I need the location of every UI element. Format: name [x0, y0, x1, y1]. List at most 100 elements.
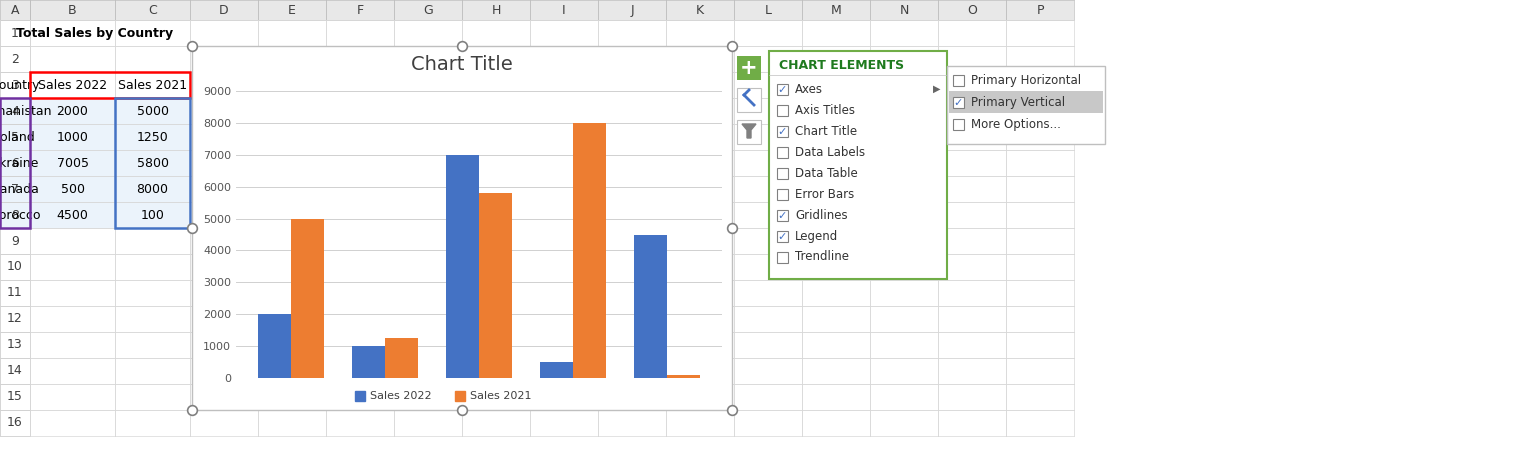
Bar [530, 410, 598, 436]
Bar [734, 410, 802, 436]
Bar [190, 124, 258, 150]
Bar [190, 410, 258, 436]
Bar [530, 280, 598, 306]
Bar [802, 176, 869, 202]
Bar [31, 306, 115, 332]
Bar [869, 176, 938, 202]
Bar [326, 332, 395, 358]
Bar [777, 231, 788, 242]
Bar [598, 176, 667, 202]
Bar [0, 332, 31, 358]
Bar [530, 0, 598, 20]
Bar [734, 306, 802, 332]
Bar [192, 46, 733, 410]
Bar [938, 72, 1006, 98]
Bar [938, 306, 1006, 332]
Bar [258, 410, 326, 436]
Bar [1006, 202, 1074, 228]
Text: Poland: Poland [0, 130, 35, 144]
Bar [190, 0, 258, 20]
Bar [258, 358, 326, 384]
Text: Canada: Canada [0, 182, 38, 195]
Text: 2: 2 [11, 53, 18, 65]
Bar [777, 126, 788, 137]
Text: Gridlines: Gridlines [796, 209, 848, 221]
Bar [326, 150, 395, 176]
Bar [777, 168, 788, 179]
Bar [31, 254, 115, 280]
Bar [115, 202, 190, 228]
Bar [0, 358, 31, 384]
Bar [802, 46, 869, 72]
Bar [777, 105, 788, 116]
Bar [31, 176, 115, 202]
Bar [598, 72, 667, 98]
Bar [734, 332, 802, 358]
Bar [326, 254, 395, 280]
Bar [598, 306, 667, 332]
Text: Sales 2022: Sales 2022 [38, 79, 108, 91]
Text: Trendline: Trendline [796, 250, 849, 264]
Bar [952, 119, 965, 130]
Bar [667, 176, 734, 202]
Text: E: E [289, 3, 296, 17]
Text: F: F [356, 3, 364, 17]
Bar [115, 0, 190, 20]
Bar [0, 384, 31, 410]
Bar [0, 98, 31, 228]
Text: Error Bars: Error Bars [796, 188, 854, 201]
Text: ✓: ✓ [777, 231, 786, 241]
Bar [667, 384, 734, 410]
Bar [258, 314, 290, 378]
Bar [938, 150, 1006, 176]
Bar [0, 0, 31, 20]
Bar [395, 228, 462, 254]
Bar [395, 358, 462, 384]
Text: M: M [831, 3, 842, 17]
Text: Chart Title: Chart Title [796, 125, 857, 137]
Bar [115, 306, 190, 332]
Bar [462, 0, 530, 20]
Bar [115, 20, 190, 46]
Bar [938, 46, 1006, 72]
Bar [777, 231, 788, 242]
Text: Sales 2022: Sales 2022 [370, 391, 432, 401]
Bar [462, 228, 530, 254]
Bar [938, 124, 1006, 150]
Text: Total Sales by Country: Total Sales by Country [17, 27, 174, 39]
Bar [326, 410, 395, 436]
Text: CHART ELEMENTS: CHART ELEMENTS [779, 58, 905, 72]
Bar [0, 150, 31, 176]
Bar [326, 384, 395, 410]
Bar [770, 51, 948, 279]
Text: Chart Title: Chart Title [412, 55, 513, 73]
Text: +: + [740, 58, 757, 78]
Bar [31, 410, 115, 436]
Text: P: P [1037, 3, 1044, 17]
Bar [802, 124, 869, 150]
Bar [258, 20, 326, 46]
Bar [0, 20, 31, 46]
Bar [0, 202, 31, 228]
Bar [869, 384, 938, 410]
Bar [31, 228, 115, 254]
Bar [734, 98, 802, 124]
Bar [462, 176, 530, 202]
Bar [326, 72, 395, 98]
Text: J: J [630, 3, 634, 17]
Text: 100: 100 [141, 209, 164, 221]
Bar [115, 410, 190, 436]
Bar [598, 410, 667, 436]
Bar [938, 332, 1006, 358]
Bar [530, 150, 598, 176]
Bar [598, 202, 667, 228]
Bar [0, 46, 31, 72]
Bar [667, 375, 700, 378]
Bar [598, 384, 667, 410]
Bar [0, 228, 31, 254]
Text: G: G [422, 3, 433, 17]
Bar [530, 72, 598, 98]
Bar [115, 176, 190, 202]
Bar [1006, 228, 1074, 254]
Bar [869, 280, 938, 306]
